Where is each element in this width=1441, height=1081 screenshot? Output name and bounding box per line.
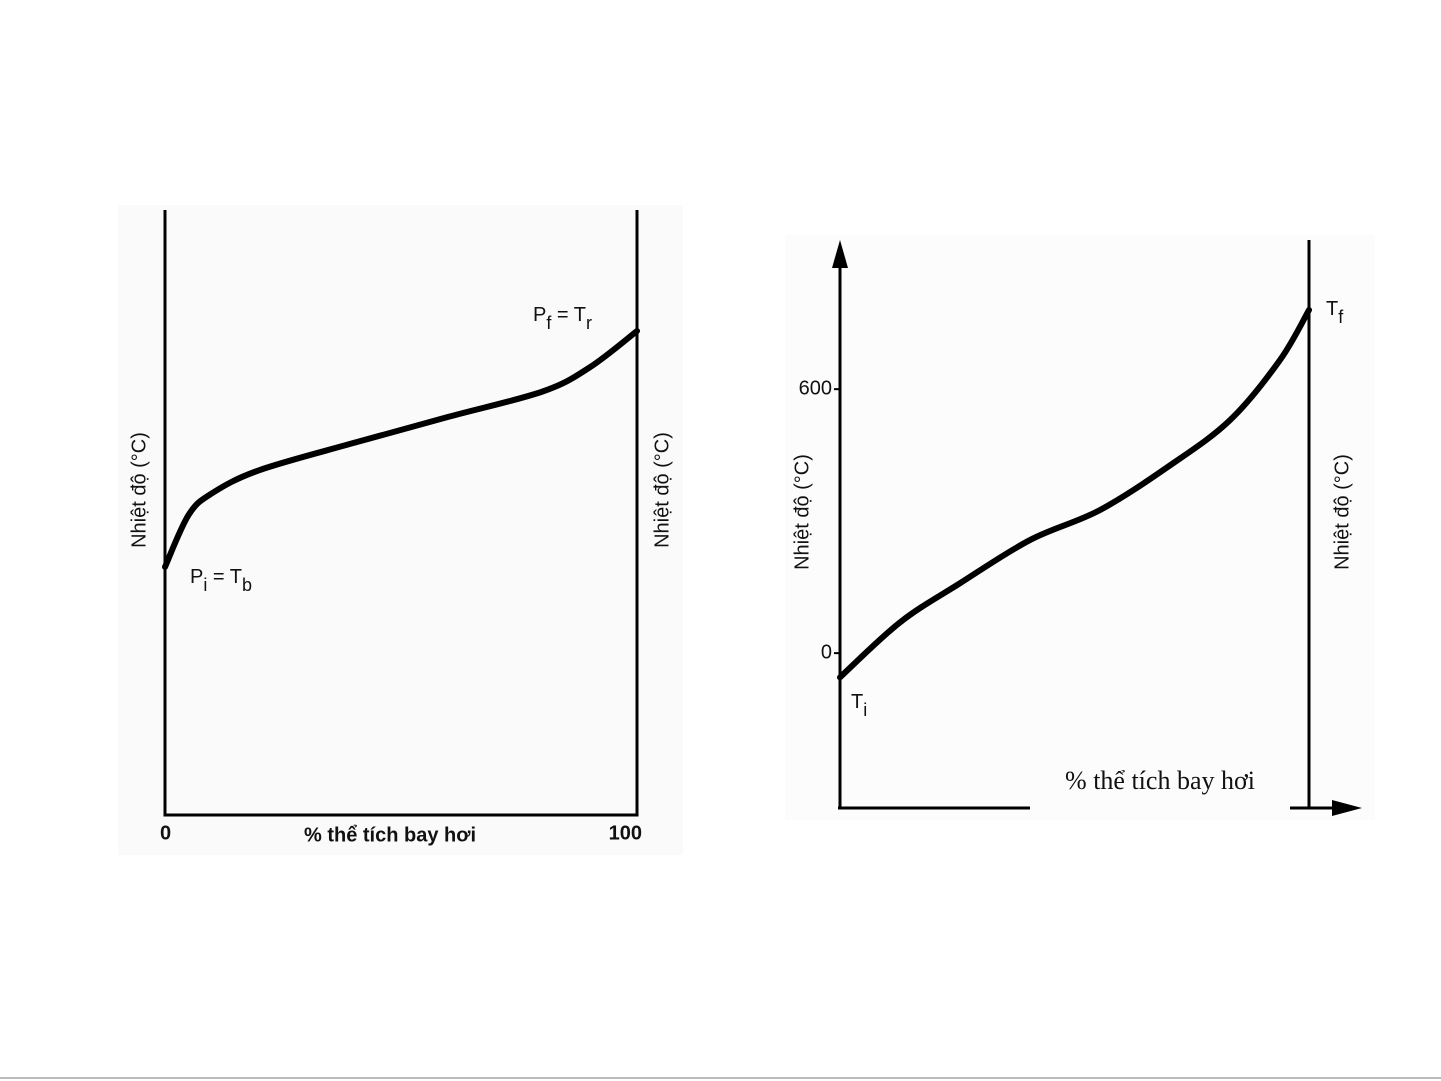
x-axis-label: % thể tích bay hơi bbox=[304, 824, 476, 846]
subscript: r bbox=[586, 313, 592, 333]
y-axis-label: Nhiệt độ (°C) bbox=[791, 454, 813, 570]
axis-frame bbox=[163, 210, 639, 817]
annotation: Pi = Tb bbox=[190, 566, 252, 594]
arrow-head bbox=[832, 240, 848, 268]
y-tick-label: 0 bbox=[821, 641, 832, 663]
annotation-text: T bbox=[851, 691, 863, 713]
subscript: i bbox=[863, 700, 867, 720]
x-tick-label: 100 bbox=[609, 822, 642, 844]
line bbox=[162, 328, 640, 570]
panel-bg bbox=[118, 205, 683, 855]
annotation: Pf = Tr bbox=[533, 304, 592, 332]
subscript: f bbox=[546, 313, 552, 333]
y-axis-label: Nhiệt độ (°C) bbox=[128, 432, 150, 548]
line bbox=[837, 306, 1312, 681]
subscript: f bbox=[1338, 307, 1344, 327]
annotation: Tf bbox=[1326, 298, 1344, 326]
panel-bg bbox=[785, 235, 1375, 820]
annotation-text: P bbox=[190, 566, 203, 588]
y-tick-label: 600 bbox=[799, 377, 832, 399]
y-axis-label: Nhiệt độ (°C) bbox=[1331, 454, 1353, 570]
annotation-text: = T bbox=[551, 304, 586, 326]
annotation: Ti bbox=[851, 691, 867, 719]
annotation-text: T bbox=[1326, 298, 1338, 320]
subscript: i bbox=[203, 575, 207, 595]
subscript: b bbox=[242, 575, 252, 595]
y-axis-label: Nhiệt độ (°C) bbox=[651, 432, 673, 548]
x-axis-label: % thể tích bay hơi bbox=[1065, 766, 1255, 795]
arrow-head bbox=[1332, 800, 1362, 816]
x-tick-label: 0 bbox=[160, 822, 171, 844]
annotation-text: P bbox=[533, 304, 546, 326]
annotation-text: = T bbox=[207, 566, 242, 588]
